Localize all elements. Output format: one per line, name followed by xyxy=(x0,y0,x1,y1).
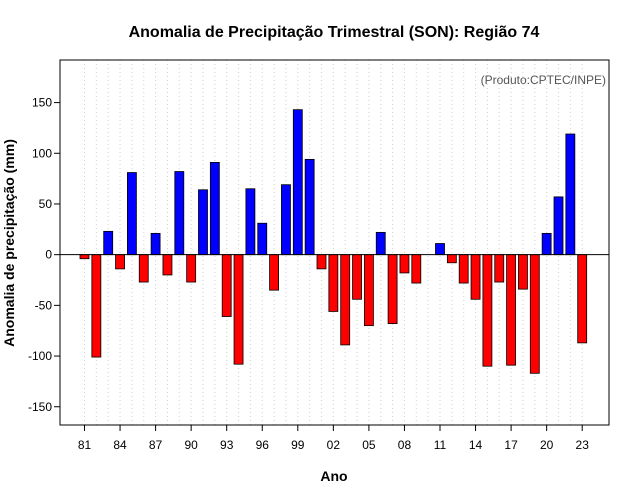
x-tick-label: 02 xyxy=(327,438,341,452)
y-tick-label: 50 xyxy=(39,197,53,211)
bar-12 xyxy=(446,254,457,264)
bar-89 xyxy=(174,171,185,256)
bar-90 xyxy=(186,254,197,283)
bar-06 xyxy=(375,231,386,256)
bars xyxy=(79,109,588,374)
bar-94 xyxy=(233,254,244,365)
bar-95 xyxy=(245,188,256,256)
chart-title: Anomalia de Precipitação Trimestral (SON… xyxy=(129,24,540,41)
y-tick-label: -150 xyxy=(28,400,52,414)
x-axis-title: Ano xyxy=(320,468,347,484)
bar-88 xyxy=(162,254,173,276)
x-tick-label: 96 xyxy=(256,438,270,452)
bar-02 xyxy=(328,254,339,312)
bar-97 xyxy=(269,254,280,291)
y-tick-label: -50 xyxy=(35,298,53,312)
x-tick-label: 05 xyxy=(362,438,376,452)
y-axis-title: Anomalia de precipitação (mm) xyxy=(1,139,17,347)
bar-03 xyxy=(340,254,351,346)
x-tick-label: 23 xyxy=(576,438,590,452)
bar-20 xyxy=(541,232,552,256)
y-tick-label: -100 xyxy=(28,349,52,363)
bar-82 xyxy=(91,254,102,358)
bar-11 xyxy=(435,243,445,256)
x-tick-label: 20 xyxy=(540,438,554,452)
bar-16 xyxy=(494,254,505,283)
x-tick-label: 08 xyxy=(398,438,412,452)
bar-18 xyxy=(518,254,528,290)
bar-04 xyxy=(352,254,362,300)
x-axis: 81 84 87 90 93 96 99 02 05 08 11 14 17 20 23 xyxy=(78,425,589,452)
x-tick-label: 90 xyxy=(184,438,198,452)
bar-07 xyxy=(387,254,398,325)
bar-21 xyxy=(553,196,564,256)
x-tick-label: 14 xyxy=(469,438,483,452)
bar-98 xyxy=(281,184,291,256)
bar-01 xyxy=(316,254,327,270)
x-tick-label: 84 xyxy=(113,438,127,452)
y-tick-label: 0 xyxy=(45,248,52,262)
bar-22 xyxy=(565,133,576,256)
bar-85 xyxy=(127,172,137,256)
y-tick-label: 100 xyxy=(32,146,52,160)
bar-87 xyxy=(150,232,161,256)
x-tick-label: 93 xyxy=(220,438,234,452)
bar-15 xyxy=(482,254,493,367)
x-tick-label: 81 xyxy=(78,438,92,452)
bar-92 xyxy=(209,162,220,256)
x-tick-label: 17 xyxy=(504,438,518,452)
bar-08 xyxy=(399,254,410,274)
bar-91 xyxy=(198,189,208,256)
bar-17 xyxy=(506,254,517,366)
x-tick-label: 99 xyxy=(291,438,305,452)
bar-86 xyxy=(138,254,149,283)
bar-00 xyxy=(304,158,315,256)
bar-09 xyxy=(411,254,422,284)
x-tick-label: 11 xyxy=(434,438,447,452)
x-tick-label: 87 xyxy=(149,438,163,452)
bar-14 xyxy=(470,254,481,300)
credit-text: (Produto:CPTEC/INPE) xyxy=(481,73,606,87)
bar-96 xyxy=(257,222,268,256)
bar-99 xyxy=(292,109,303,256)
bar-84 xyxy=(115,254,125,270)
bar-93 xyxy=(221,254,232,317)
bar-13 xyxy=(458,254,469,284)
bar-05 xyxy=(363,254,374,327)
y-axis: -150 -100 -50 0 50 100 150 xyxy=(28,96,60,414)
bar-23 xyxy=(577,254,588,344)
bar-81 xyxy=(79,254,90,260)
bar-83 xyxy=(103,230,114,256)
bar-19 xyxy=(529,254,540,374)
y-tick-label: 150 xyxy=(32,96,52,110)
plot-frame xyxy=(59,59,610,426)
